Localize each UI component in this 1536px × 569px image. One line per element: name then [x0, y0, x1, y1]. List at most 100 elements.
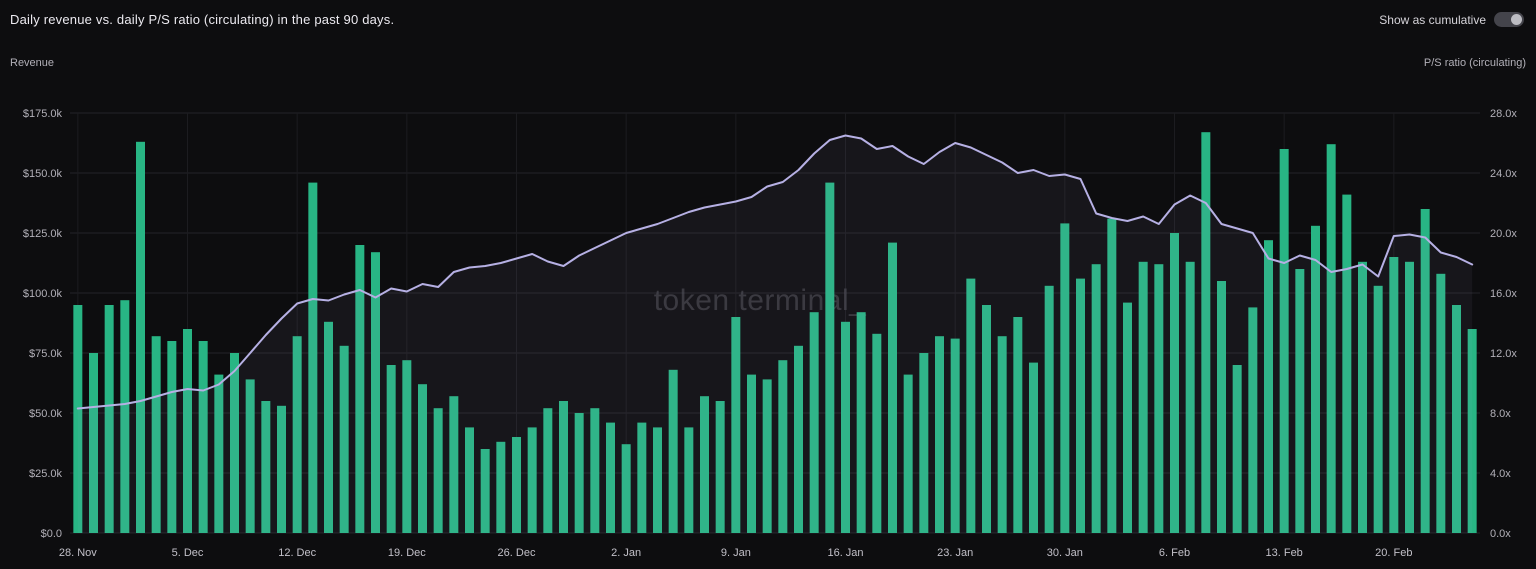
revenue-bar [543, 408, 553, 533]
revenue-bar [778, 360, 788, 533]
svg-text:19. Dec: 19. Dec [388, 547, 426, 559]
revenue-bar [104, 305, 114, 533]
revenue-bar [1217, 281, 1226, 533]
revenue-bar [1389, 257, 1399, 533]
svg-text:24.0x: 24.0x [1490, 168, 1517, 180]
revenue-bar [1091, 264, 1101, 533]
cumulative-toggle-label: Show as cumulative [1379, 12, 1486, 27]
svg-text:20.0x: 20.0x [1490, 228, 1517, 240]
revenue-bar [308, 182, 318, 533]
revenue-bar [888, 242, 897, 533]
revenue-bar [1295, 269, 1305, 533]
chart-title: Daily revenue vs. daily P/S ratio (circu… [10, 12, 395, 27]
revenue-bar [1311, 225, 1320, 534]
svg-text:$75.0k: $75.0k [29, 348, 63, 360]
svg-text:12. Dec: 12. Dec [278, 547, 316, 559]
revenue-bar [527, 427, 537, 533]
toggle-knob-icon [1511, 14, 1522, 25]
revenue-bar [1405, 261, 1414, 533]
revenue-bar [574, 413, 584, 533]
revenue-bar [277, 405, 286, 533]
cumulative-toggle[interactable] [1494, 12, 1524, 27]
svg-text:$100.0k: $100.0k [23, 288, 63, 300]
revenue-bar [1420, 209, 1430, 533]
revenue-bar [1436, 273, 1446, 533]
svg-text:30. Jan: 30. Jan [1047, 547, 1083, 559]
revenue-bars[interactable] [73, 132, 1477, 534]
svg-text:23. Jan: 23. Jan [937, 547, 973, 559]
revenue-bar [919, 353, 929, 533]
svg-text:4.0x: 4.0x [1490, 468, 1511, 480]
revenue-bar [809, 312, 819, 533]
revenue-bar [1264, 240, 1273, 533]
revenue-bar [449, 396, 459, 533]
revenue-bar [89, 353, 98, 533]
revenue-bar [684, 427, 694, 533]
svg-text:28.0x: 28.0x [1490, 108, 1517, 120]
revenue-bar [167, 341, 177, 533]
revenue-bar [418, 384, 427, 533]
revenue-bar [1170, 233, 1179, 533]
revenue-bar [1044, 285, 1054, 533]
revenue-bar [136, 141, 145, 534]
svg-text:13. Feb: 13. Feb [1266, 547, 1303, 559]
revenue-bar [1232, 365, 1242, 533]
svg-text:0.0x: 0.0x [1490, 528, 1511, 540]
revenue-bar [872, 333, 882, 533]
revenue-bar [386, 365, 396, 533]
revenue-bar [825, 182, 835, 533]
revenue-bar [856, 312, 866, 533]
ps-ratio-area [77, 135, 1473, 533]
gridlines: $0.0 0.0x $25.0k 4.0x $50.0k 8.0x $75.0k 12.0x $… [23, 108, 1518, 540]
revenue-bar [402, 360, 412, 533]
revenue-bar [621, 444, 631, 533]
revenue-bar [1107, 218, 1117, 533]
revenue-bar [1452, 305, 1461, 533]
revenue-bar [1029, 362, 1038, 533]
revenue-bar [245, 379, 255, 533]
cumulative-toggle-group[interactable]: Show as cumulative [1379, 12, 1524, 27]
svg-text:$125.0k: $125.0k [23, 228, 63, 240]
revenue-bar [1279, 149, 1289, 533]
revenue-bar [997, 336, 1007, 533]
revenue-bar [903, 374, 913, 533]
revenue-bar [715, 401, 725, 533]
revenue-bar [606, 422, 615, 533]
revenue-bar [512, 437, 521, 533]
svg-text:$0.0: $0.0 [41, 528, 62, 540]
revenue-bar [198, 341, 208, 533]
revenue-bar [339, 345, 349, 533]
revenue-bar [1467, 329, 1477, 533]
revenue-bar [653, 427, 662, 533]
revenue-bar [230, 353, 239, 533]
chart-header: Daily revenue vs. daily P/S ratio (circu… [10, 12, 1524, 27]
revenue-bar [700, 396, 709, 533]
revenue-bar [1013, 317, 1023, 533]
svg-text:5. Dec: 5. Dec [172, 547, 204, 559]
revenue-bar [465, 427, 474, 533]
revenue-bar [559, 401, 568, 533]
revenue-bar [1060, 223, 1070, 533]
revenue-bar [73, 305, 83, 533]
svg-text:$50.0k: $50.0k [29, 408, 63, 420]
revenue-bar [966, 278, 976, 533]
axis-headers: Revenue P/S ratio (circulating) [10, 57, 1526, 69]
revenue-bar [1248, 307, 1258, 533]
svg-text:$150.0k: $150.0k [23, 168, 63, 180]
right-axis-title: P/S ratio (circulating) [1423, 57, 1526, 69]
svg-text:8.0x: 8.0x [1490, 408, 1511, 420]
revenue-bar [1076, 278, 1085, 533]
svg-text:$175.0k: $175.0k [23, 108, 63, 120]
revenue-bar [668, 369, 678, 533]
revenue-bar [982, 305, 991, 533]
revenue-bar [794, 345, 803, 533]
x-axis-labels: 28. Nov 5. Dec 12. Dec 19. Dec 26. Dec 2. Jan… [59, 547, 1413, 559]
svg-text:9. Jan: 9. Jan [721, 547, 751, 559]
revenue-bar [841, 321, 850, 533]
revenue-bar [731, 317, 741, 533]
revenue-bar [433, 408, 443, 533]
revenue-bar [1358, 261, 1367, 533]
revenue-bar [950, 338, 960, 533]
